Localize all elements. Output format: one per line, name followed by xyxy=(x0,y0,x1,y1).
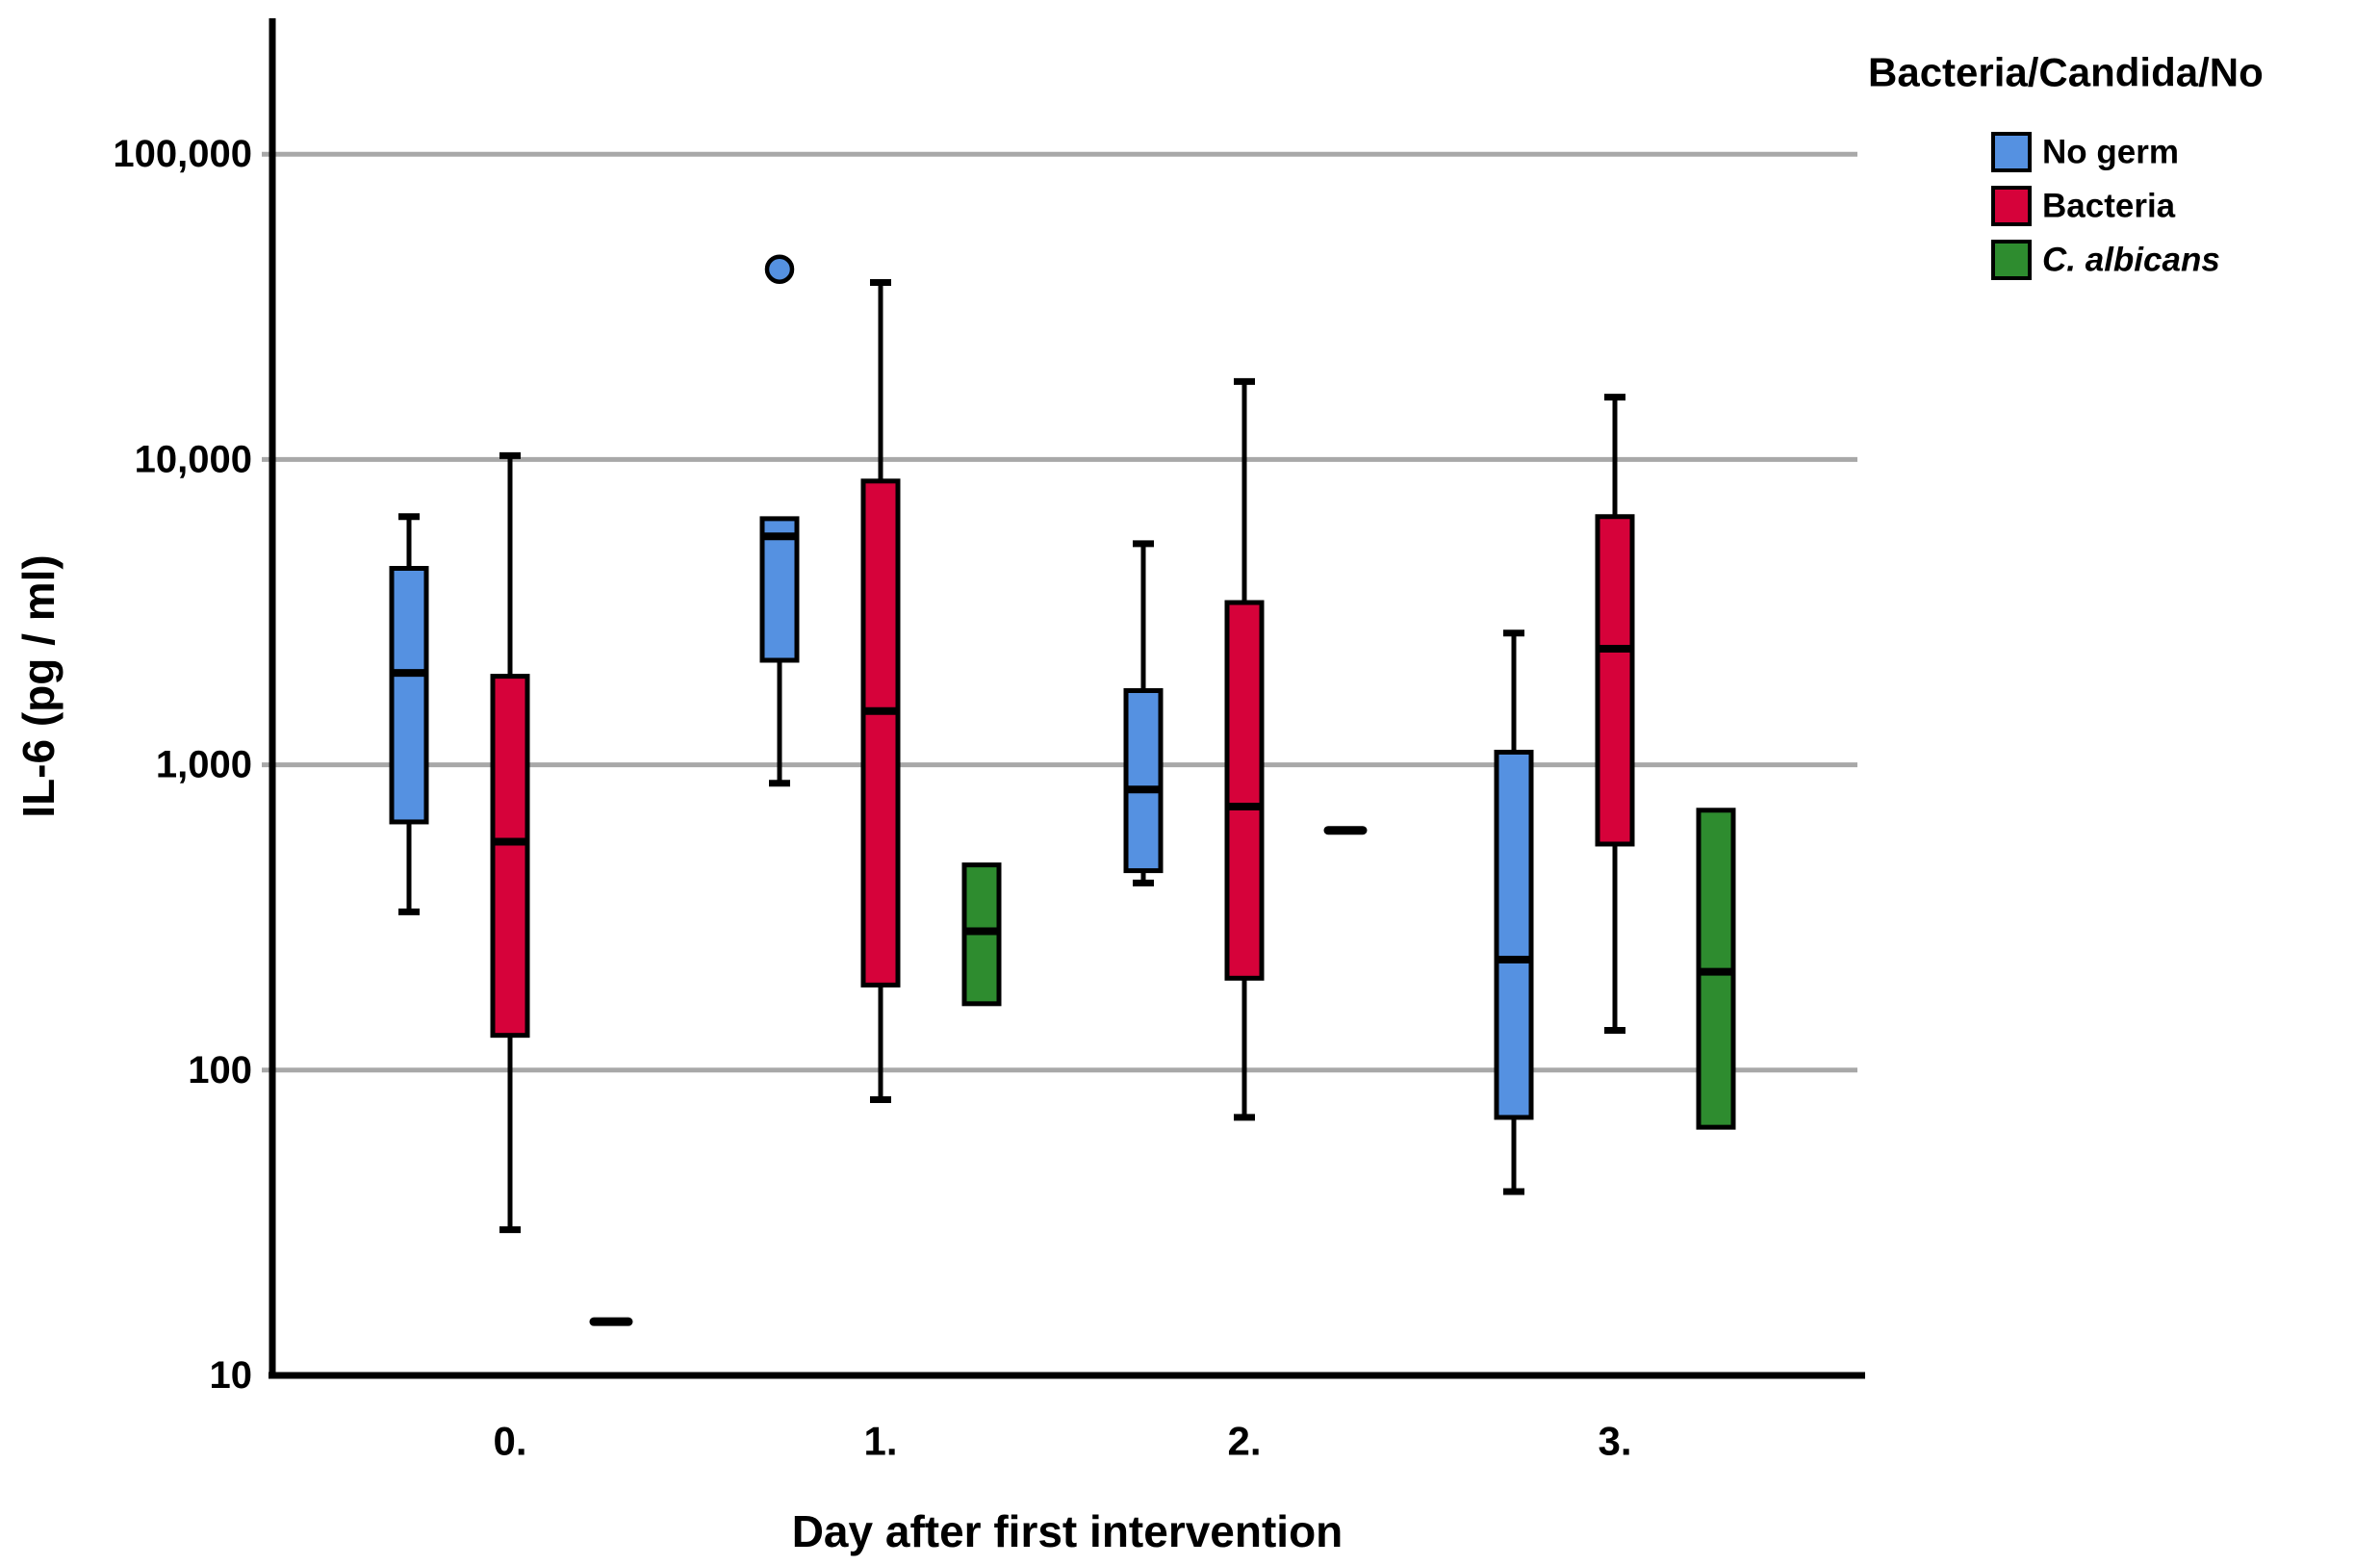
y-tick-label: 10,000 xyxy=(135,438,252,480)
box-no-germ-day1 xyxy=(759,254,800,787)
legend-swatch xyxy=(1991,132,2032,172)
tick-labels: 10 100 1,000 10,000 100,000 0. 1. 2. 3. xyxy=(113,133,1631,1463)
iqr-box xyxy=(860,478,901,988)
x-tick-label: 1. xyxy=(863,1419,897,1464)
outlier-point xyxy=(764,254,795,284)
box-no-germ-day3 xyxy=(1494,629,1534,1195)
legend-title: Bacteria/Candida/No xyxy=(1868,50,2264,95)
y-tick-label: 10 xyxy=(210,1354,253,1397)
y-tick-label: 100,000 xyxy=(113,133,252,175)
y-tick-label: 1,000 xyxy=(156,744,252,786)
iqr-box xyxy=(759,516,800,663)
legend-item: Bacteria xyxy=(1991,186,2176,226)
y-axis-title: IL-6 (pg / ml) xyxy=(13,554,64,817)
box-no-germ-day2 xyxy=(1123,540,1164,886)
iqr-box xyxy=(389,565,429,825)
x-tick-label: 2. xyxy=(1227,1419,1261,1464)
legend-item: C. albicans xyxy=(1991,240,2220,280)
box-bacteria-day0 xyxy=(490,451,530,1234)
box-bacteria-day2 xyxy=(1224,377,1265,1121)
iqr-box xyxy=(1123,688,1164,874)
box-no-germ-day0 xyxy=(389,513,429,915)
axes xyxy=(269,18,1865,1379)
box-series xyxy=(389,254,1736,1326)
iqr-box xyxy=(1494,749,1534,1120)
legend-label: No germ xyxy=(2042,134,2179,171)
box-c--albicans-day3 xyxy=(1696,808,1736,1130)
box-c--albicans-day1 xyxy=(961,862,1002,1007)
box-bacteria-day3 xyxy=(1595,394,1635,1034)
iqr-box xyxy=(1595,514,1635,847)
x-axis-title: Day after first intervention xyxy=(792,1506,1344,1556)
y-tick-label: 100 xyxy=(188,1049,252,1091)
x-tick-label: 0. xyxy=(493,1419,526,1464)
box-bacteria-day1 xyxy=(860,278,901,1104)
legend-swatch xyxy=(1991,240,2032,280)
legend-item: No germ xyxy=(1991,132,2179,172)
iqr-box xyxy=(1224,600,1265,981)
legend: Bacteria/Candida/No No germ Bacteria C. alb… xyxy=(1868,50,2264,280)
legend-label: C. albicans xyxy=(2042,242,2220,279)
iqr-box xyxy=(490,674,530,1039)
legend-label: Bacteria xyxy=(2042,188,2176,225)
x-tick-label: 3. xyxy=(1598,1419,1631,1464)
legend-swatch xyxy=(1991,186,2032,226)
